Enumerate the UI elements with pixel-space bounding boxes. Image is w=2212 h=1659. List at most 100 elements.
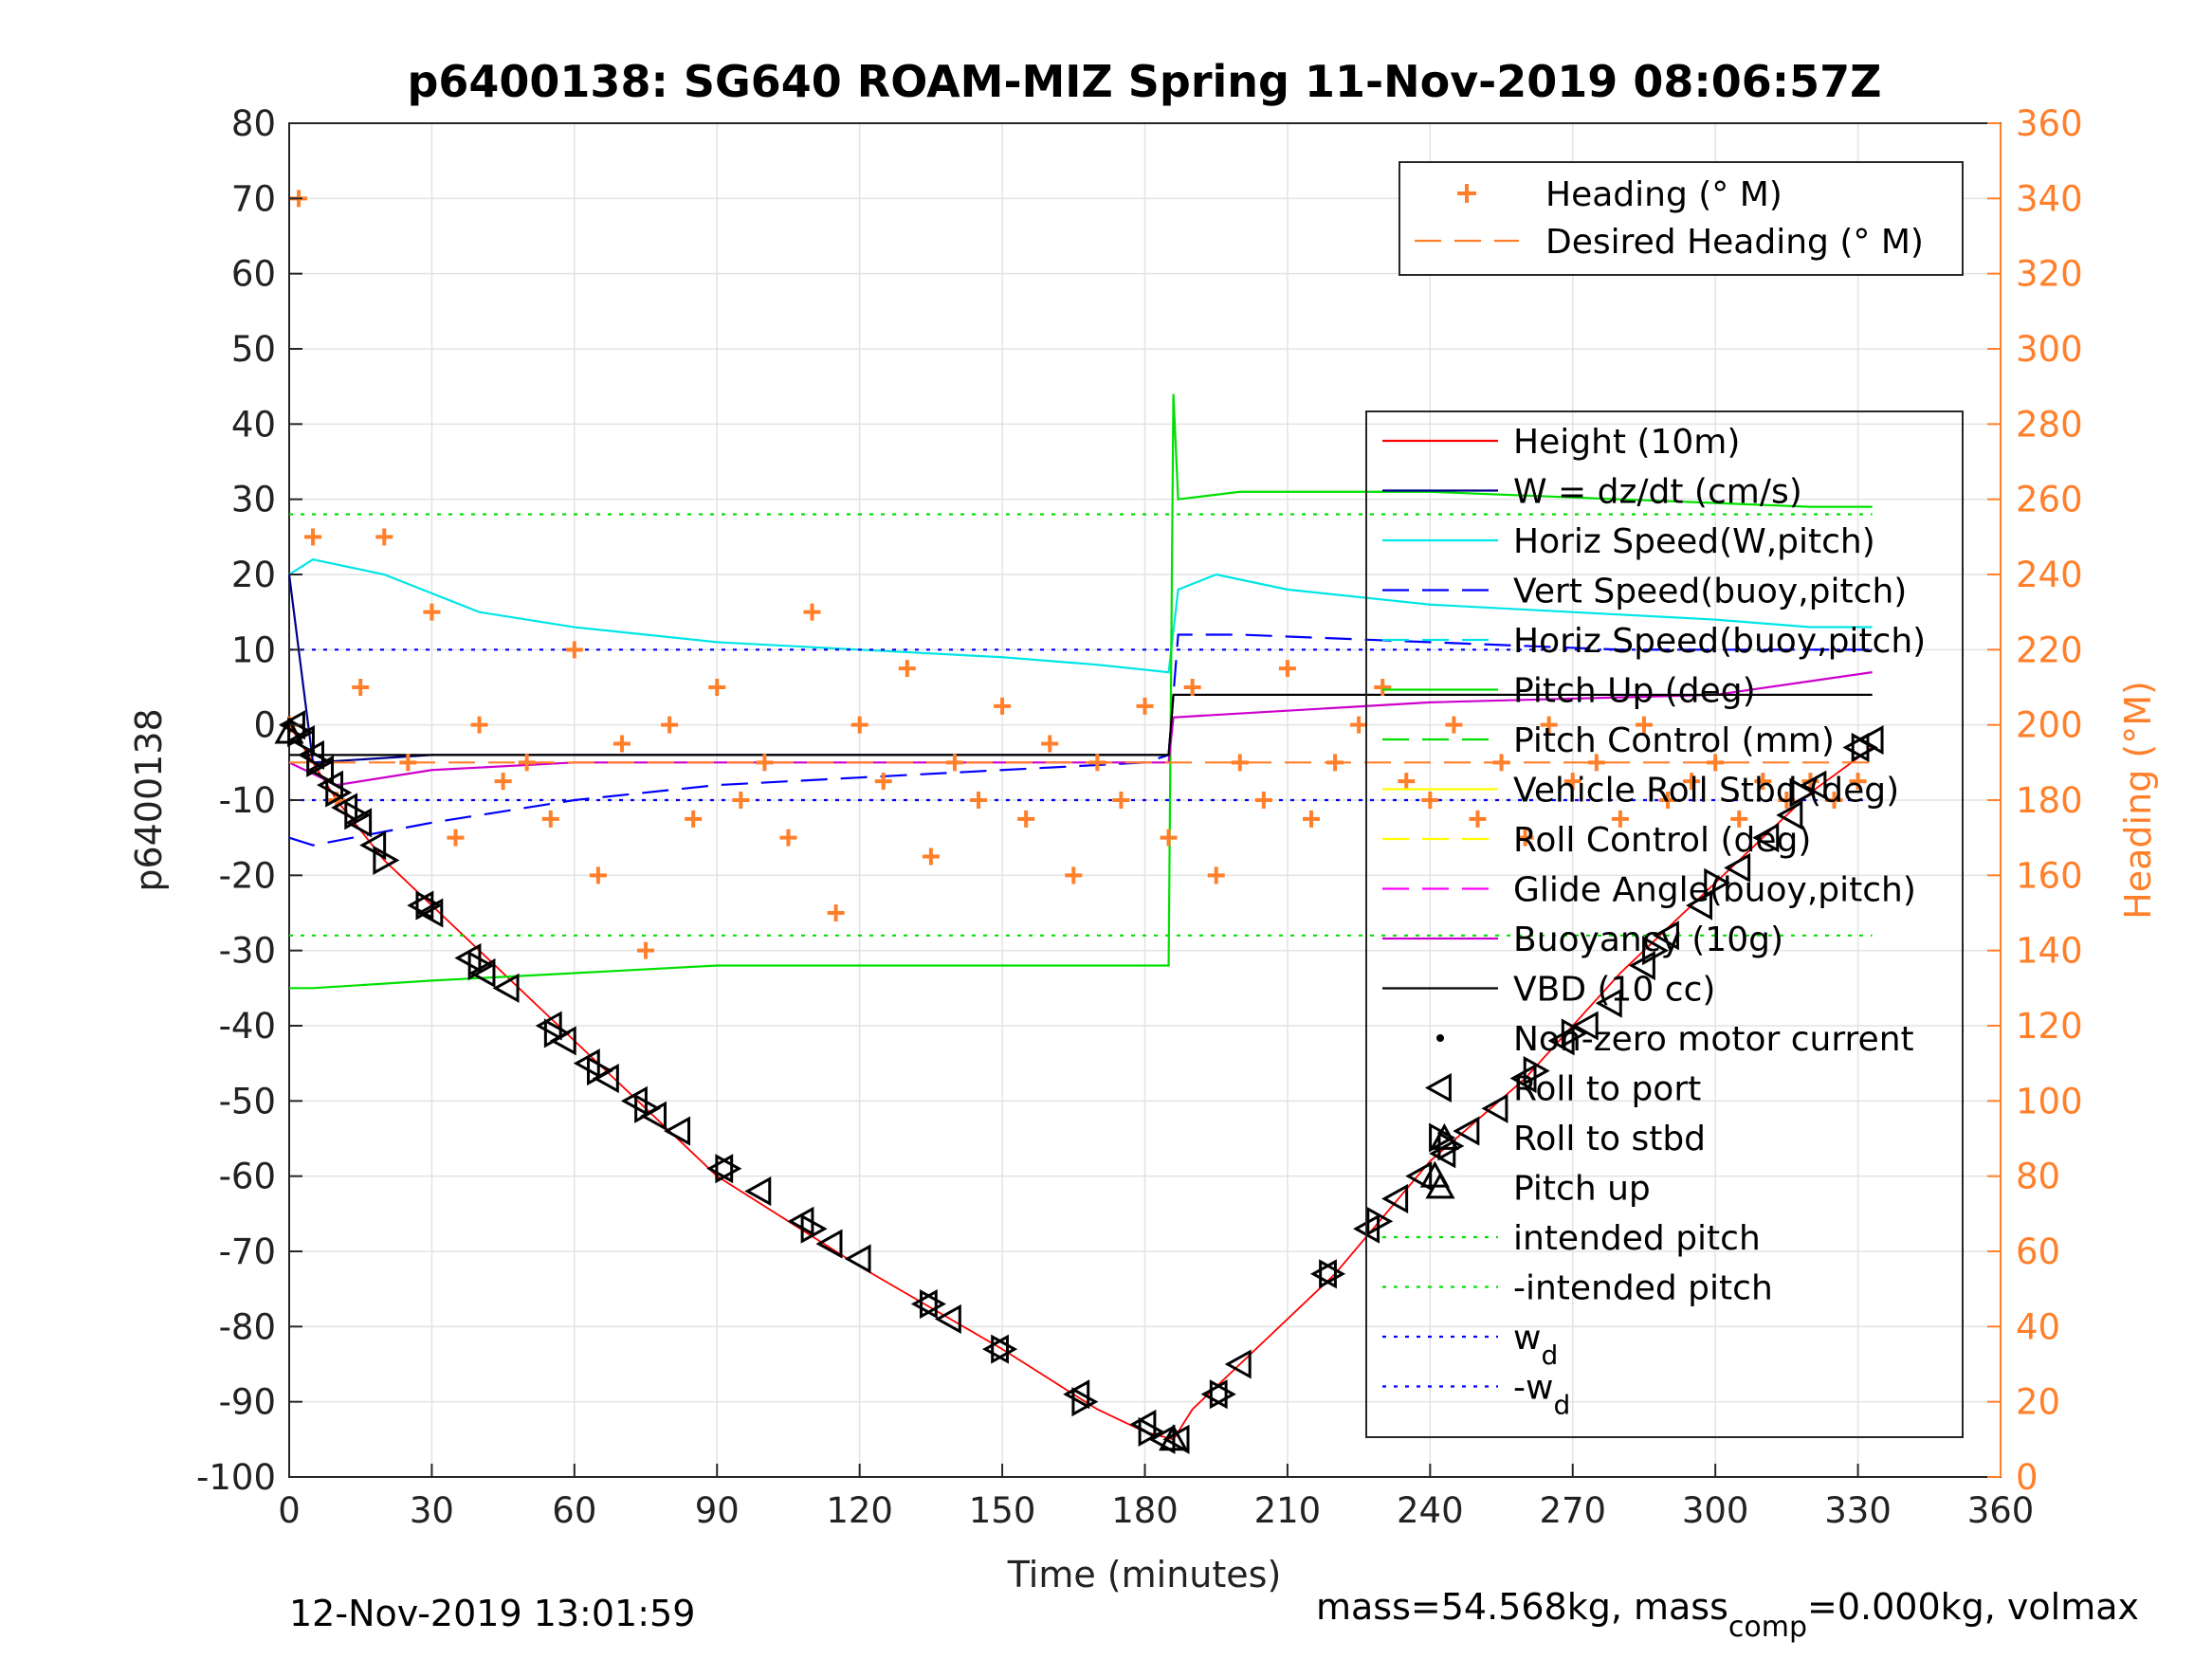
- heading-point: [352, 679, 370, 696]
- y-right-tick-label: 100: [2016, 1081, 2083, 1121]
- roll-port-marker: [981, 1334, 1009, 1364]
- y-right-tick-label: 0: [2016, 1457, 2038, 1498]
- y-tick-label: 10: [231, 629, 276, 670]
- legend-heading: Heading (° M) Desired Heading (° M): [1398, 161, 1964, 276]
- roll-port-marker: [706, 1154, 734, 1184]
- series-heading-m: [281, 190, 1867, 959]
- y-tick-label: 70: [231, 178, 276, 219]
- y-axis-left: 80 70 60 50 40 30 20 10 0 -10 -20 -30 -40 -50 -60 -70 -8…: [196, 103, 302, 1498]
- heading-point: [1611, 810, 1629, 828]
- legend-main-box: [1365, 410, 1964, 1438]
- y-tick-label: 80: [231, 103, 276, 144]
- roll-port-marker: [307, 755, 334, 785]
- x-tick-label: 210: [1254, 1490, 1322, 1531]
- legend-label: Glide Angle(buoy,pitch): [1513, 871, 1916, 910]
- roll-port-marker: [1381, 1183, 1409, 1214]
- roll-stbd-marker: [306, 747, 334, 777]
- roll-port-marker: [910, 1288, 938, 1320]
- heading-point: [1254, 792, 1272, 809]
- heading-point: [1469, 810, 1487, 828]
- roll-stbd-marker: [1561, 1018, 1588, 1048]
- heading-point: [1516, 829, 1534, 847]
- x-tick-label: 360: [1967, 1490, 2035, 1531]
- heading-point: [685, 810, 703, 828]
- y-right-tick-label: 360: [2016, 103, 2083, 144]
- legend-label: Desired Heading (° M): [1545, 223, 1924, 262]
- legend-label: Roll to port: [1513, 1070, 1701, 1109]
- roll-stbd-marker: [1071, 1387, 1099, 1417]
- y-tick-label: 60: [231, 254, 276, 295]
- roll-port-marker: [1571, 1011, 1599, 1041]
- legend-label: Height (10m): [1513, 423, 1740, 462]
- heading-point: [1112, 792, 1130, 809]
- legend-main-entry: intended pitch: [1382, 1219, 1761, 1258]
- roll-port-marker: [1776, 800, 1803, 830]
- legend-main-entry: VBD (10 cc): [1382, 971, 1715, 1010]
- heading-point: [589, 866, 607, 884]
- roll-port-marker: [815, 1229, 843, 1259]
- y-axis-right: 3603403203002802602402202001801601401201…: [1987, 103, 2083, 1498]
- y-right-tick-label: 40: [2016, 1306, 2060, 1347]
- heading-point: [850, 716, 868, 734]
- legend-label: W = dz/dt (cm/s): [1513, 473, 1802, 512]
- heading-point: [732, 792, 750, 809]
- legend-main: Height (10m) W = dz/dt (cm/s) Horiz Speed(…: [1365, 410, 1964, 1438]
- legend-main-entry: Pitch up: [1425, 1170, 1651, 1209]
- heading-point: [375, 528, 393, 546]
- heading-point: [1017, 810, 1035, 828]
- y-right-tick-label: 20: [2016, 1382, 2060, 1423]
- heading-point: [661, 716, 679, 734]
- roll-stbd-marker: [1851, 732, 1878, 763]
- roll-port-marker: [1405, 1161, 1433, 1192]
- series-layer: [274, 190, 1884, 1454]
- y-right-tick-label: 280: [2016, 404, 2083, 445]
- heading-point: [423, 603, 441, 621]
- x-tick-label: 180: [1111, 1490, 1179, 1531]
- x-tick-label: 270: [1539, 1490, 1606, 1531]
- roll-stbd-marker: [1209, 1379, 1236, 1410]
- roll-port-marker: [416, 898, 444, 928]
- roll-stbd-marker: [587, 1056, 613, 1086]
- roll-stbd-marker: [1704, 867, 1731, 898]
- heading-point: [470, 716, 488, 734]
- heading-point: [494, 773, 512, 791]
- legend-main-entry: Height (10m): [1382, 423, 1740, 462]
- heading-point: [1207, 866, 1225, 884]
- legend-label: Horiz Speed(W,pitch): [1513, 522, 1875, 561]
- roll-stbd-marker: [373, 845, 400, 876]
- heading-point: [1374, 679, 1392, 696]
- heading-point: [1183, 679, 1201, 696]
- y-tick-label: -40: [219, 1006, 276, 1047]
- legend-label: -wd: [1513, 1369, 1570, 1421]
- y-tick-label: -60: [219, 1157, 276, 1197]
- legend-main-entry: -intended pitch: [1382, 1269, 1773, 1308]
- roll-port-marker: [1842, 732, 1870, 763]
- roll-port-marker: [1724, 852, 1751, 883]
- heading-point: [1635, 716, 1653, 734]
- x-axis-label: Time (minutes): [1007, 1554, 1282, 1595]
- roll-port-marker: [345, 808, 373, 838]
- legend-main-entry: Roll to stbd: [1429, 1120, 1706, 1158]
- heading-point: [447, 829, 465, 847]
- roll-stbd-marker: [1138, 1416, 1165, 1447]
- footer-timestamp: 12-Nov-2019 13:01:59: [289, 1593, 695, 1634]
- x-tick-label: 240: [1397, 1490, 1464, 1531]
- roll-stbd-marker: [1789, 777, 1817, 808]
- heading-point: [874, 773, 892, 791]
- y-tick-label: -30: [219, 931, 276, 972]
- heading-point: [1849, 773, 1867, 791]
- y-right-tick-label: 240: [2016, 555, 2083, 595]
- heading-point: [565, 641, 583, 659]
- y-right-tick-label: 220: [2016, 629, 2083, 670]
- x-axis: 0 30 60 90 120 150 180 210 240 270 300 330 360: [278, 1464, 2034, 1531]
- heading-point: [994, 697, 1012, 715]
- roll-port-marker: [1200, 1379, 1228, 1410]
- roll-stbd-marker: [467, 950, 495, 981]
- roll-stbd-marker: [1642, 936, 1670, 966]
- roll-stbd-marker: [415, 890, 443, 921]
- roll-port-marker: [1481, 1093, 1508, 1123]
- heading-point: [1683, 773, 1701, 791]
- y-tick-label: -70: [219, 1231, 276, 1272]
- y-right-tick-label: 80: [2016, 1157, 2060, 1197]
- roll-port-marker: [934, 1304, 961, 1334]
